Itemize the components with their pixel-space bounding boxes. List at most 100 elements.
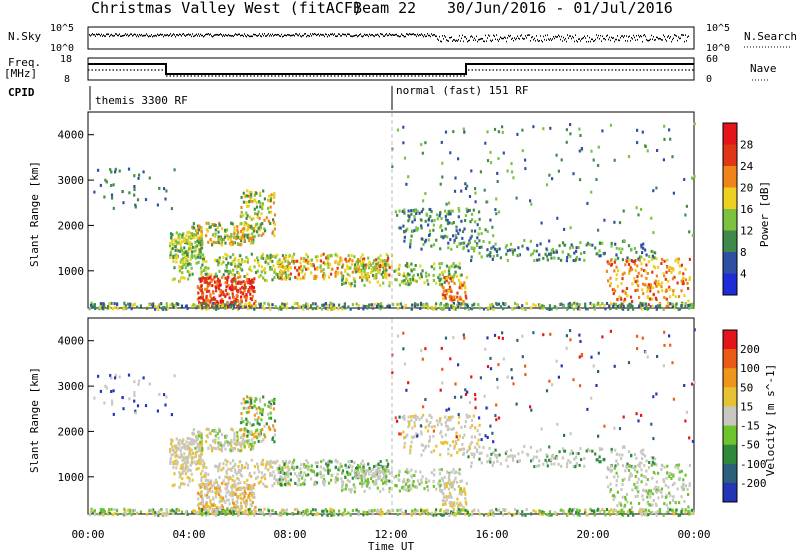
power-cell bbox=[407, 209, 410, 213]
velocity-cell bbox=[460, 425, 463, 429]
velocity-cell bbox=[385, 459, 388, 462]
power-cell bbox=[464, 286, 467, 290]
nsky-point bbox=[607, 34, 608, 37]
nsky-point bbox=[139, 33, 140, 36]
power-cell bbox=[385, 268, 388, 272]
power-cell bbox=[627, 307, 630, 311]
power-cell bbox=[382, 270, 385, 274]
velocity-cell bbox=[464, 425, 467, 428]
velocity-cell bbox=[292, 465, 295, 469]
velocity-cell bbox=[326, 464, 329, 468]
nsky-point bbox=[620, 37, 621, 39]
power-cell bbox=[492, 307, 495, 311]
power-cell bbox=[218, 223, 221, 227]
power-cell bbox=[502, 151, 505, 155]
nsky-point bbox=[254, 33, 255, 36]
power-cell bbox=[248, 190, 251, 194]
velocity-cell bbox=[538, 464, 541, 468]
velocity-cell bbox=[213, 481, 216, 485]
nsky-point bbox=[248, 34, 249, 37]
power-cell bbox=[513, 306, 516, 310]
power-cell bbox=[294, 266, 297, 270]
power-cell bbox=[674, 295, 677, 299]
power-cell bbox=[353, 255, 356, 259]
nsky-point bbox=[147, 34, 148, 37]
power-cell bbox=[224, 252, 227, 256]
power-cell bbox=[677, 257, 680, 261]
velocity-cell bbox=[654, 457, 657, 461]
power-cell bbox=[341, 263, 345, 267]
velocity-cell bbox=[418, 417, 421, 421]
nsky-point bbox=[298, 34, 299, 37]
nsky-point bbox=[672, 38, 673, 41]
power-cell bbox=[172, 242, 175, 246]
power-cell bbox=[226, 254, 229, 257]
power-cell bbox=[187, 240, 190, 244]
power-cell bbox=[575, 246, 578, 250]
nsky-point bbox=[104, 35, 105, 37]
velocity-cell bbox=[255, 397, 258, 401]
velocity-cell bbox=[273, 482, 276, 485]
nsky-point bbox=[373, 35, 374, 37]
velocity-cell bbox=[449, 482, 452, 486]
power-cell bbox=[246, 307, 250, 311]
nsky-point bbox=[274, 34, 275, 36]
velocity-cell bbox=[459, 501, 462, 505]
nsky-point bbox=[377, 33, 378, 36]
beam-label: Beam 22 bbox=[353, 0, 416, 17]
velocity-cell bbox=[618, 453, 621, 457]
velocity-cell bbox=[178, 471, 181, 475]
nsky-point bbox=[176, 34, 177, 36]
power-cell bbox=[433, 267, 436, 271]
power-cell bbox=[220, 262, 223, 266]
power-cell bbox=[447, 246, 450, 250]
power-cell bbox=[328, 262, 332, 266]
power-cell bbox=[230, 221, 233, 225]
power-cell bbox=[346, 272, 349, 276]
velocity-cell bbox=[296, 465, 299, 469]
nsky-point bbox=[583, 37, 584, 39]
velocity-cell bbox=[273, 402, 276, 405]
power-cell bbox=[314, 255, 317, 259]
power-cell bbox=[218, 258, 221, 262]
velocity-cell bbox=[492, 451, 495, 455]
power-cell bbox=[302, 276, 305, 280]
power-cell bbox=[218, 221, 221, 225]
velocity-cell bbox=[305, 459, 308, 462]
power-cell bbox=[450, 247, 453, 251]
velocity-cell bbox=[450, 483, 453, 487]
power-cell bbox=[411, 275, 414, 279]
nsky-point bbox=[303, 34, 304, 37]
velocity-cell bbox=[239, 441, 242, 445]
power-cell bbox=[213, 240, 216, 244]
nsky-point bbox=[223, 34, 224, 36]
power-cell bbox=[163, 187, 166, 191]
power-cell bbox=[125, 307, 128, 311]
power-cell bbox=[128, 305, 131, 309]
nsky-point bbox=[263, 34, 264, 37]
velocity-cell bbox=[190, 442, 193, 446]
velocity-cell bbox=[444, 440, 447, 444]
power-cell bbox=[181, 276, 184, 280]
velocity-cell bbox=[231, 428, 234, 432]
power-cell bbox=[620, 302, 623, 306]
power-cell bbox=[646, 285, 649, 289]
nsky-point bbox=[204, 35, 205, 37]
power-cell bbox=[231, 286, 234, 290]
velocity-cell bbox=[254, 505, 257, 509]
power-cell bbox=[199, 254, 202, 258]
nsky-point bbox=[618, 39, 619, 41]
power-cell bbox=[482, 240, 485, 243]
velocity-cell bbox=[428, 435, 432, 439]
velocity-cell bbox=[346, 478, 349, 482]
power-cell bbox=[230, 240, 233, 244]
power-cell bbox=[244, 305, 247, 309]
velocity-cell bbox=[216, 465, 219, 469]
power-cell bbox=[452, 307, 455, 311]
power-cell bbox=[234, 287, 237, 291]
nsky-point bbox=[584, 35, 585, 37]
power-cell bbox=[189, 234, 192, 238]
freq-tick-top: 18 bbox=[60, 54, 72, 65]
velocity-cell bbox=[245, 406, 248, 410]
power-cell bbox=[456, 245, 459, 249]
